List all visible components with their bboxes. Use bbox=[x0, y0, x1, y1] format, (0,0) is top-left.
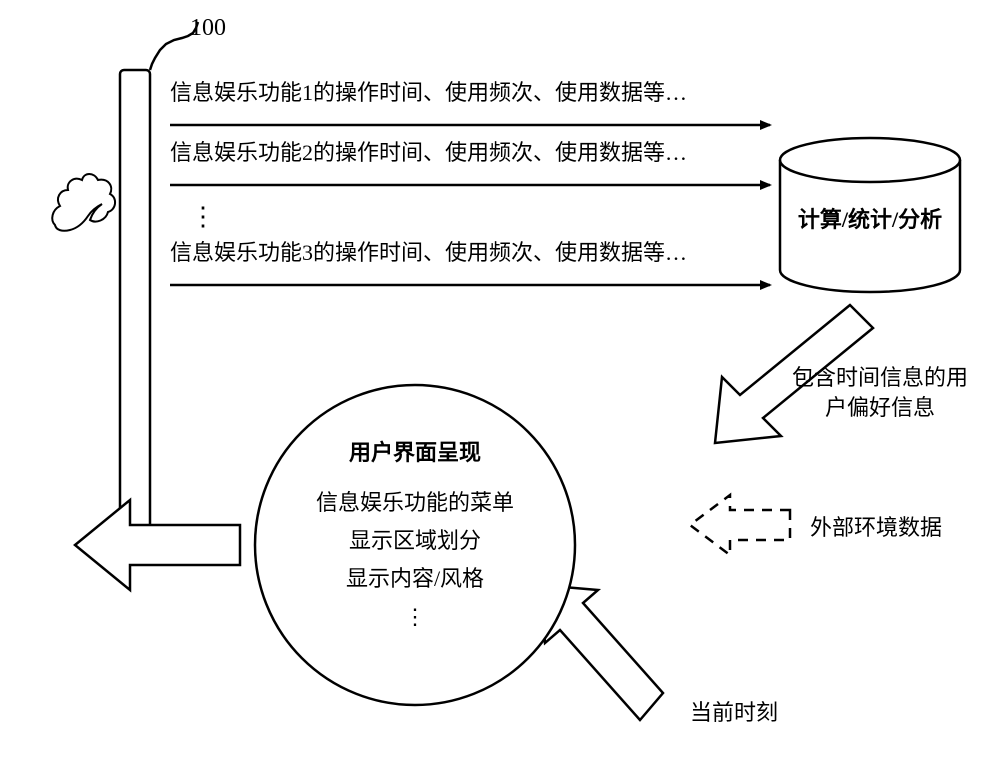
flow-ellipsis: ⋮ bbox=[190, 202, 216, 231]
ui-circle-line-1: 信息娱乐功能的菜单 bbox=[316, 490, 514, 515]
db-cylinder-top bbox=[780, 138, 960, 182]
phone-device bbox=[120, 70, 150, 560]
db-cylinder-label: 计算/统计/分析 bbox=[798, 207, 942, 232]
flow-label-3: 信息娱乐功能3的操作时间、使用频次、使用数据等… bbox=[170, 240, 687, 265]
ui-circle-line-2: 显示区域划分 bbox=[349, 528, 481, 553]
ui-circle-line-3: 显示内容/风格 bbox=[346, 566, 484, 591]
label-pref-line2: 户偏好信息 bbox=[825, 395, 935, 420]
label-pref-line1: 包含时间信息的用 bbox=[792, 365, 968, 390]
ui-circle-title: 用户界面呈现 bbox=[349, 440, 481, 465]
label-external-env: 外部环境数据 bbox=[810, 515, 942, 540]
label-current-time: 当前时刻 bbox=[690, 700, 778, 725]
flow-label-2: 信息娱乐功能2的操作时间、使用频次、使用数据等… bbox=[170, 140, 687, 165]
ui-circle-line-4: ⋮ bbox=[404, 604, 426, 629]
flow-label-1: 信息娱乐功能1的操作时间、使用频次、使用数据等… bbox=[170, 80, 687, 105]
